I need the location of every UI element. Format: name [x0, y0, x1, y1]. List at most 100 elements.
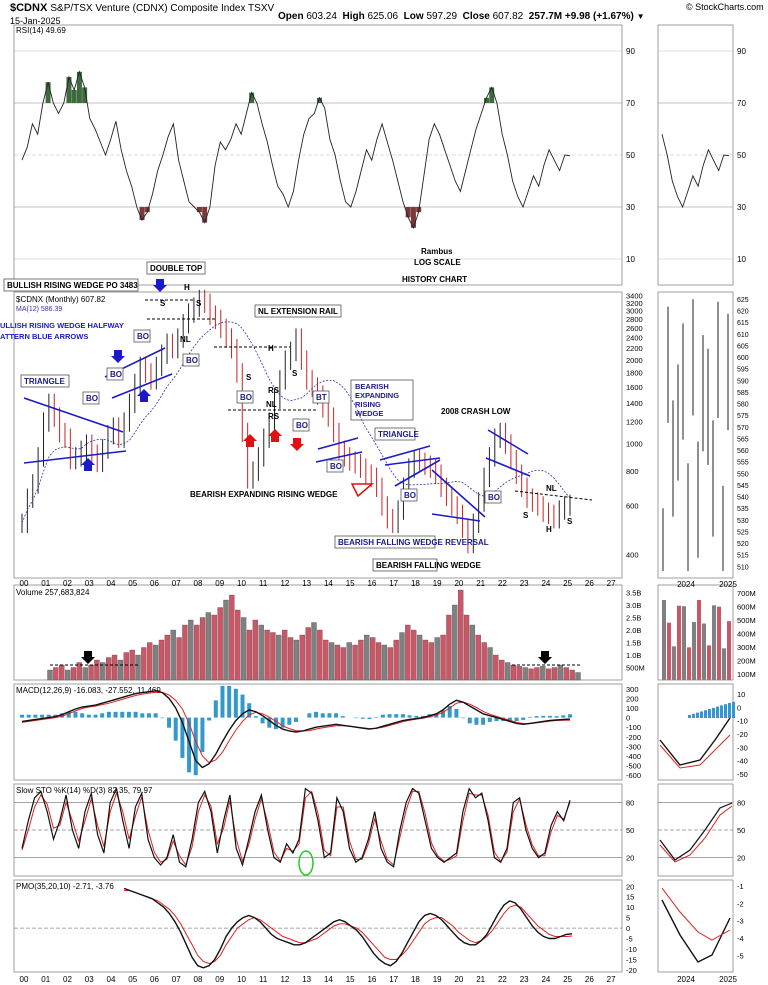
volume-bar	[111, 654, 118, 681]
symbol-title: $CDNX S&P/TSX Venture (CDNX) Composite I…	[10, 2, 274, 14]
annotation-box	[372, 558, 438, 572]
sto-right-tick-80: 80	[737, 798, 745, 807]
macd-histogram-bar	[441, 710, 446, 718]
year-tick-bottom-18: 18	[411, 975, 420, 984]
macd-histogram-bar	[173, 717, 178, 741]
red-up-arrow	[268, 429, 282, 442]
right-price-tick-585: 585	[737, 390, 749, 397]
annotation-label: NL	[546, 484, 557, 493]
right-macd-tick--20: -20	[737, 730, 748, 739]
volume-bar	[152, 644, 159, 681]
year-tick-04: 04	[107, 579, 116, 588]
macd-histogram-bar	[86, 714, 91, 718]
annotation-box	[292, 418, 310, 432]
volume-bar	[510, 664, 517, 681]
right-volume-bar	[702, 623, 706, 680]
sto-label: Slow STO %K(14) %D(3) 82.35, 79.97	[16, 786, 153, 795]
volume-bar	[416, 634, 423, 681]
low-label: Low	[403, 11, 424, 22]
right-year-2024-bottom: 2024	[677, 975, 695, 984]
pmo-tick--15: -15	[626, 955, 637, 964]
right-macd-tick--50: -50	[737, 770, 748, 779]
macd-histogram-bar	[273, 717, 278, 730]
low-value: 597.29	[426, 11, 458, 22]
right-macd-hist	[704, 710, 707, 718]
macd-histogram-bar	[454, 708, 459, 718]
falling-wedge-reversal-upper	[487, 429, 529, 455]
macd-histogram-bar	[340, 716, 345, 718]
volume-bar	[311, 622, 317, 681]
falling-wedge-lower	[431, 513, 481, 522]
volume-bar	[217, 607, 223, 681]
macd-histogram-bar	[521, 717, 526, 720]
right-macd-hist	[700, 711, 703, 718]
bearish-wedge-4: WEDGE	[355, 409, 383, 418]
year-tick-bottom-12: 12	[280, 975, 289, 984]
volume-bar	[170, 629, 176, 681]
right-volume-bar	[712, 605, 716, 680]
triangle-lower-line	[23, 450, 127, 464]
macd-histogram-bar	[40, 714, 45, 718]
year-tick-16: 16	[367, 579, 376, 588]
right-price-tick-515: 515	[737, 553, 749, 560]
right-price-tick-605: 605	[737, 343, 749, 350]
price-frame	[13, 291, 623, 579]
macd-histogram-bar	[267, 717, 272, 728]
volume-bar	[82, 667, 88, 681]
rsi-right-tick-50: 50	[737, 151, 746, 160]
right-year-2025-bottom: 2025	[719, 975, 737, 984]
volume-bar	[569, 669, 575, 681]
rsi-overbought-fill	[483, 97, 489, 103]
right-macd-hist	[692, 713, 695, 718]
year-tick-00: 00	[20, 579, 29, 588]
sto-tick-80: 80	[626, 798, 634, 807]
rsi-right-tick-70: 70	[737, 99, 746, 108]
macd-histogram-bar	[461, 717, 466, 719]
volume-bar	[458, 589, 464, 681]
macd-histogram-bar	[568, 714, 572, 718]
volume-bar	[258, 624, 264, 681]
volume-bar	[370, 637, 376, 681]
volume-bar	[317, 629, 323, 681]
volume-bar	[528, 668, 534, 681]
volume-down-arrow	[81, 651, 95, 664]
annotation-label: 2008 CRASH LOW	[441, 407, 511, 416]
year-tick-bottom-15: 15	[346, 975, 355, 984]
close-label: Close	[462, 11, 490, 22]
annotation-box	[374, 427, 416, 441]
volume-bar	[346, 642, 352, 681]
annotation-label: BEARISH FALLING WEDGE REVERSAL	[338, 538, 489, 547]
volume-bar	[452, 604, 458, 681]
annotation-label: HISTORY CHART	[402, 275, 467, 284]
macd-histogram-bar	[220, 685, 225, 718]
year-tick-06: 06	[150, 579, 159, 588]
volume-bar	[246, 629, 253, 681]
volume-readout: 257.7M	[528, 11, 563, 22]
volume-bar	[381, 644, 388, 681]
volume-bar	[305, 627, 311, 681]
macd-tick--500: -500	[626, 762, 641, 771]
macd-histogram-bar	[554, 716, 559, 718]
volume-bar	[293, 639, 300, 681]
volume-bar	[563, 667, 569, 681]
right-macd-tick-0: 0	[737, 703, 741, 712]
year-tick-bottom-17: 17	[389, 975, 398, 984]
pmo-right-frame	[657, 879, 734, 973]
annotation-box	[484, 490, 502, 504]
macd-tick-300: 300	[626, 685, 639, 694]
macd-histogram-bar	[213, 700, 218, 718]
right-price-tick-545: 545	[737, 483, 749, 490]
price-tick-800: 800	[626, 467, 639, 476]
volume-bar	[358, 639, 364, 681]
right-volume-tick-3: 400M	[737, 630, 756, 639]
rsi-label: RSI(14) 49.69	[16, 26, 66, 35]
price-tick-3400: 3400	[626, 292, 643, 301]
price-tick-2800: 2800	[626, 315, 643, 324]
year-tick-bottom-10: 10	[237, 975, 246, 984]
annotation-box	[146, 261, 206, 275]
right-macd-hist	[732, 701, 735, 718]
macd-tick--600: -600	[626, 771, 641, 780]
macd-histogram-bar	[66, 711, 71, 718]
macd-histogram-bar	[507, 717, 512, 722]
pmo-tick--20: -20	[626, 966, 637, 975]
